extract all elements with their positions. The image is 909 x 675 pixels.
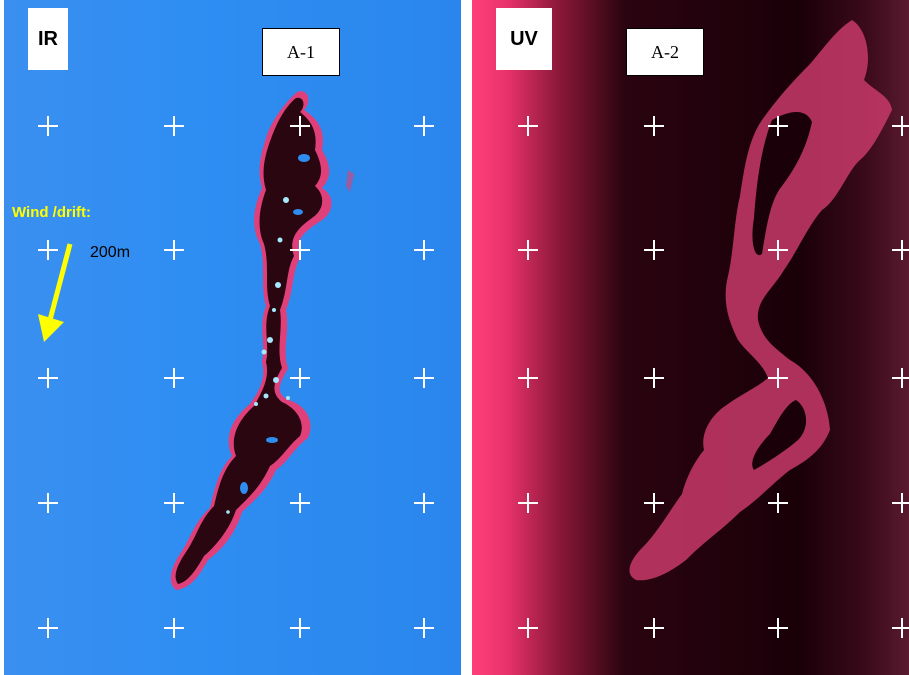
uv-crosshair-grid-icon [518,116,909,638]
ir-image-panel: IR A-1 Wind /drift: 200m [4,0,461,675]
crosshair-grid-icon [38,116,434,638]
wind-arrow-icon [38,243,73,342]
ir-slick-shape [170,91,332,591]
wind-drift-label: Wind /drift: [12,204,92,221]
uv-slick-shape [629,20,892,581]
uv-oil-slick-image [472,0,909,675]
ir-mode-label: IR [28,8,68,70]
scale-label: 200m [90,244,131,261]
uv-image-panel: UV A-2 [472,0,909,675]
uv-id-label: A-2 [626,28,704,76]
panel-divider [461,0,472,675]
uv-mode-label: UV [496,8,552,70]
ir-id-label: A-1 [262,28,340,76]
ir-oil-slick-image [4,0,461,675]
